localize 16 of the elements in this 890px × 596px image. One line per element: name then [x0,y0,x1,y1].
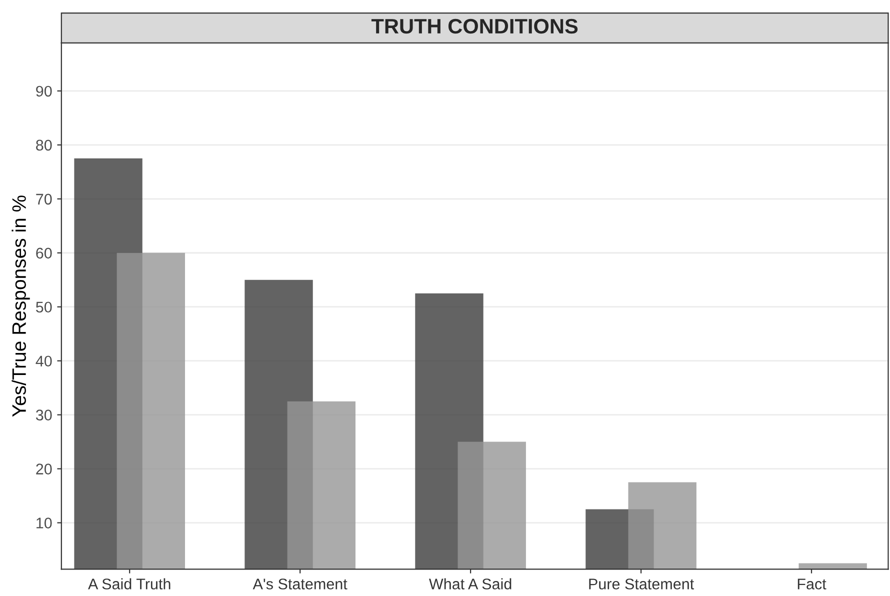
y-tick-label: 30 [36,410,52,420]
x-tick-label: A Said Truth [88,578,170,590]
y-tick-label: 50 [36,302,52,313]
y-tick-label: 40 [36,356,52,367]
x-tick-label: A's Statement [252,578,348,590]
x-tick-label: Pure Statement [589,578,694,590]
y-tick-label: 10 [36,518,52,528]
y-tick-label: 90 [36,86,52,97]
y-axis-title: Yes/True Responses in % [12,196,30,417]
x-tick-label: What A Said [429,578,512,590]
y-tick-label: 70 [36,194,52,205]
y-tick-label: 60 [36,248,52,259]
y-tick-label: 80 [36,140,52,151]
y-tick-label: 20 [36,464,52,474]
x-tick-label: Fact [798,578,826,590]
chart-title: TRUTH CONDITIONS [371,18,578,34]
